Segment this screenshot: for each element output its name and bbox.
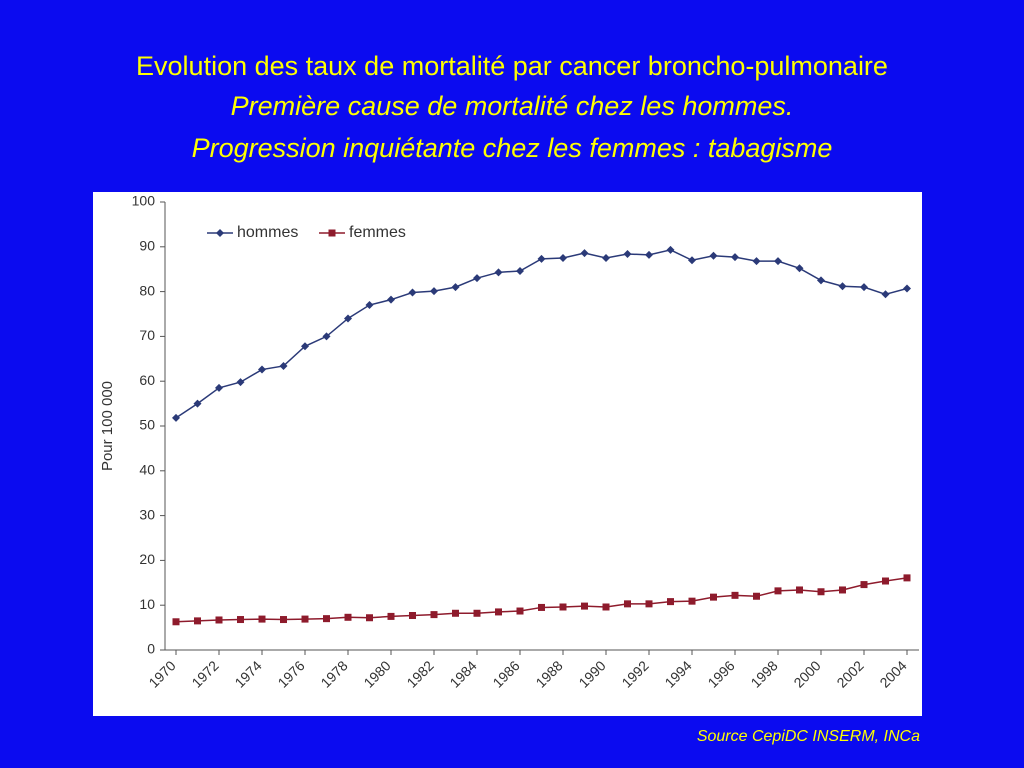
data-point: [645, 250, 653, 259]
data-point: [774, 257, 782, 266]
data-point: [172, 413, 180, 422]
data-point: [817, 276, 825, 285]
y-tick-label: 70: [139, 327, 155, 343]
chart-panel: [93, 192, 922, 716]
y-tick-label: 0: [147, 641, 155, 657]
data-point: [602, 254, 610, 262]
data-point: [860, 581, 868, 589]
data-point: [452, 609, 459, 617]
data-point: [322, 332, 331, 341]
data-point: [430, 287, 438, 296]
data-point: [839, 586, 846, 594]
legend-marker: [328, 229, 336, 237]
data-point: [709, 251, 718, 260]
y-tick-label: 30: [139, 506, 155, 522]
data-point: [537, 254, 546, 263]
data-point: [280, 616, 287, 624]
y-tick-label: 100: [132, 193, 156, 209]
data-point: [817, 588, 825, 596]
legend-label: femmes: [349, 224, 406, 241]
data-point: [365, 301, 374, 310]
y-tick-label: 10: [139, 596, 155, 612]
data-point: [387, 295, 395, 304]
data-point: [753, 592, 760, 600]
data-point: [881, 290, 890, 299]
data-point: [581, 602, 588, 610]
data-point: [172, 618, 180, 626]
data-point: [194, 617, 201, 625]
data-point: [215, 383, 223, 392]
y-axis-label: Pour 100 000: [99, 381, 116, 471]
data-point: [667, 598, 674, 606]
data-point: [688, 256, 696, 265]
data-point: [237, 616, 244, 624]
data-point: [258, 615, 266, 623]
y-tick-label: 90: [139, 238, 155, 254]
data-point: [602, 603, 610, 611]
data-point: [752, 257, 761, 266]
data-point: [323, 615, 330, 623]
data-point: [688, 597, 696, 605]
data-point: [494, 268, 503, 277]
legend-marker: [216, 229, 224, 237]
data-point: [366, 614, 373, 622]
data-point: [645, 600, 653, 608]
data-point: [408, 288, 417, 297]
y-tick-label: 40: [139, 462, 155, 478]
source: Source CepiDC INSERM, INCa: [697, 728, 920, 745]
subtitle: Progression inquiétante chez les femmes …: [192, 133, 833, 163]
y-tick-label: 20: [139, 551, 155, 567]
y-tick-label: 50: [139, 417, 155, 433]
data-point: [882, 577, 889, 585]
data-point: [860, 283, 868, 292]
data-point: [538, 603, 545, 611]
data-point: [301, 342, 309, 351]
data-point: [409, 612, 416, 620]
data-point: [903, 284, 911, 293]
data-point: [301, 615, 309, 623]
data-point: [623, 249, 632, 258]
data-point: [774, 587, 782, 595]
data-point: [838, 282, 847, 291]
y-tick-label: 60: [139, 372, 155, 388]
data-point: [731, 253, 739, 262]
data-point: [796, 586, 803, 594]
legend-label: hommes: [237, 224, 298, 241]
y-tick-label: 80: [139, 282, 155, 298]
data-point: [215, 616, 223, 624]
data-point: [258, 365, 266, 374]
data-point: [495, 608, 502, 616]
data-point: [559, 254, 567, 262]
data-point: [516, 607, 524, 615]
subtitle: Première cause de mortalité chez les hom…: [231, 91, 794, 121]
data-point: [731, 591, 739, 599]
data-point: [279, 361, 288, 370]
data-point: [666, 245, 675, 254]
data-point: [430, 611, 438, 619]
data-point: [387, 612, 395, 620]
data-point: [451, 283, 460, 292]
data-point: [624, 600, 631, 608]
data-point: [710, 593, 717, 601]
title: Evolution des taux de mortalité par canc…: [136, 51, 888, 81]
data-point: [795, 264, 804, 273]
data-point: [580, 249, 589, 258]
data-point: [903, 574, 911, 582]
data-point: [193, 399, 202, 408]
data-point: [516, 266, 524, 275]
data-point: [473, 274, 481, 283]
data-point: [236, 378, 245, 387]
data-point: [473, 609, 481, 617]
data-point: [344, 613, 352, 621]
data-point: [344, 314, 352, 323]
data-point: [559, 603, 567, 611]
